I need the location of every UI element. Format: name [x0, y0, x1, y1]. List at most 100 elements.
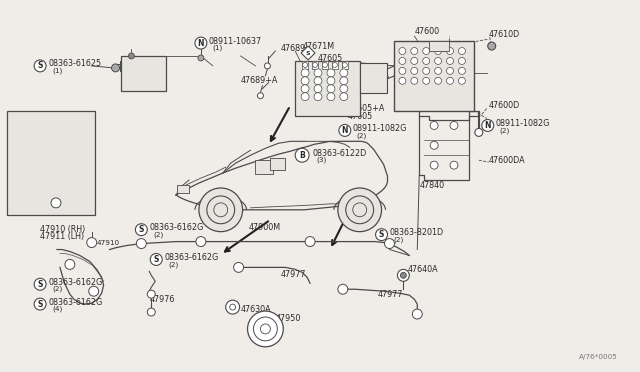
- Circle shape: [458, 77, 465, 84]
- Circle shape: [253, 317, 277, 341]
- Text: S: S: [306, 51, 310, 55]
- Circle shape: [447, 67, 454, 74]
- Circle shape: [353, 203, 367, 217]
- Circle shape: [207, 196, 235, 224]
- Circle shape: [385, 238, 394, 248]
- Text: S: S: [379, 230, 384, 239]
- FancyBboxPatch shape: [312, 61, 318, 69]
- Circle shape: [264, 63, 270, 69]
- Circle shape: [401, 272, 406, 278]
- Circle shape: [301, 85, 309, 93]
- FancyBboxPatch shape: [177, 185, 189, 193]
- Text: 47950: 47950: [275, 314, 301, 324]
- Circle shape: [450, 122, 458, 129]
- Circle shape: [411, 67, 418, 74]
- Text: 47910 (RH): 47910 (RH): [40, 225, 85, 234]
- Text: (4): (4): [52, 306, 62, 312]
- Circle shape: [129, 53, 134, 59]
- Circle shape: [305, 237, 315, 247]
- Circle shape: [327, 85, 335, 93]
- Text: 47977: 47977: [280, 270, 306, 279]
- Text: S: S: [37, 61, 43, 70]
- Text: (2): (2): [500, 127, 510, 134]
- Circle shape: [34, 60, 46, 72]
- FancyBboxPatch shape: [360, 63, 387, 93]
- Circle shape: [482, 119, 493, 131]
- Circle shape: [399, 77, 406, 84]
- Circle shape: [314, 93, 322, 101]
- Circle shape: [450, 161, 458, 169]
- Circle shape: [301, 69, 309, 77]
- Circle shape: [340, 85, 348, 93]
- Circle shape: [397, 269, 410, 281]
- FancyBboxPatch shape: [429, 41, 449, 51]
- Circle shape: [314, 69, 322, 77]
- Circle shape: [314, 77, 322, 85]
- Circle shape: [411, 57, 418, 64]
- Text: 47630A: 47630A: [241, 305, 271, 314]
- Circle shape: [475, 128, 483, 137]
- FancyBboxPatch shape: [122, 56, 166, 91]
- Circle shape: [323, 62, 328, 67]
- Circle shape: [234, 262, 244, 272]
- Circle shape: [34, 278, 46, 290]
- Circle shape: [51, 198, 61, 208]
- Circle shape: [411, 48, 418, 54]
- Circle shape: [435, 77, 442, 84]
- Text: N: N: [198, 39, 204, 48]
- Circle shape: [430, 141, 438, 149]
- Circle shape: [89, 286, 99, 296]
- Text: 08911-1082G: 08911-1082G: [353, 124, 407, 133]
- Text: 47600DA: 47600DA: [489, 156, 525, 165]
- FancyBboxPatch shape: [302, 61, 308, 69]
- FancyBboxPatch shape: [342, 61, 348, 69]
- Circle shape: [411, 77, 418, 84]
- Circle shape: [111, 64, 120, 72]
- Circle shape: [147, 290, 156, 298]
- Text: 47977: 47977: [378, 290, 403, 299]
- Text: 47840: 47840: [419, 180, 444, 189]
- Circle shape: [214, 203, 228, 217]
- Circle shape: [423, 57, 429, 64]
- Text: N: N: [342, 126, 348, 135]
- Circle shape: [196, 237, 206, 247]
- Circle shape: [150, 253, 162, 265]
- Circle shape: [346, 196, 374, 224]
- Circle shape: [338, 284, 348, 294]
- Circle shape: [340, 69, 348, 77]
- Circle shape: [198, 55, 204, 61]
- Text: 47605: 47605: [348, 112, 373, 121]
- Text: 47976: 47976: [149, 295, 175, 304]
- Circle shape: [458, 48, 465, 54]
- Text: (2): (2): [153, 231, 163, 238]
- Circle shape: [314, 85, 322, 93]
- Circle shape: [332, 62, 337, 67]
- Text: 08363-6162G: 08363-6162G: [164, 253, 218, 262]
- Text: 47640A: 47640A: [407, 265, 438, 274]
- Text: 47600: 47600: [414, 27, 440, 36]
- Text: 47910E: 47910E: [30, 190, 60, 199]
- Text: (1): (1): [52, 68, 62, 74]
- Circle shape: [303, 62, 308, 67]
- Circle shape: [34, 298, 46, 310]
- Circle shape: [447, 77, 454, 84]
- Text: 47610D: 47610D: [489, 30, 520, 39]
- FancyBboxPatch shape: [7, 110, 95, 215]
- Text: 47911 (LH): 47911 (LH): [40, 232, 84, 241]
- Text: S: S: [154, 255, 159, 264]
- Circle shape: [423, 67, 429, 74]
- Circle shape: [430, 161, 438, 169]
- Text: 08363-61625: 08363-61625: [48, 60, 101, 68]
- Text: 47900M: 47900M: [248, 223, 281, 232]
- Text: 08363-6162G: 08363-6162G: [48, 278, 102, 287]
- Circle shape: [199, 188, 243, 232]
- Circle shape: [342, 62, 348, 67]
- Circle shape: [340, 93, 348, 101]
- Text: 08363-6162G: 08363-6162G: [48, 298, 102, 307]
- Text: 08363-6162G: 08363-6162G: [149, 223, 204, 232]
- Text: 08363-6122D: 08363-6122D: [312, 149, 366, 158]
- Text: 47671M: 47671M: [302, 42, 334, 51]
- Circle shape: [312, 62, 317, 67]
- Text: 08911-10637: 08911-10637: [209, 36, 262, 46]
- FancyBboxPatch shape: [394, 41, 474, 110]
